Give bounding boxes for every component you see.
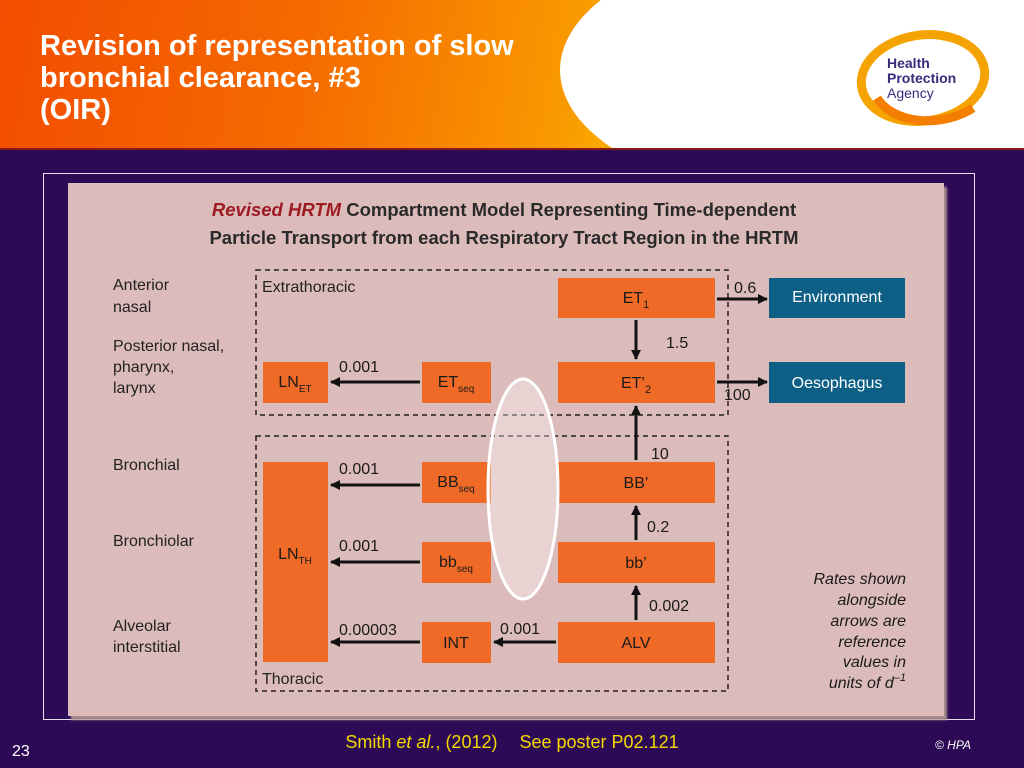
note-line-4: reference — [838, 634, 906, 651]
label-int: INT — [443, 635, 469, 652]
title-line-2: bronchial clearance, #3 — [40, 62, 361, 94]
rate-etseq-to-lnet: 0.001 — [339, 359, 379, 376]
region-label-alveolar-1: Alveolar — [113, 618, 171, 635]
label-lnth: LNTH — [278, 546, 312, 567]
rate-int-to-lnth: 0.00003 — [339, 622, 397, 639]
extrathoracic-region-box — [255, 269, 729, 416]
citation-author: Smith — [345, 732, 392, 752]
logo-word-3: Agency — [887, 85, 934, 101]
rate-bb-small-seq-to-lnth: 0.001 — [339, 538, 379, 555]
label-et2: ET’2 — [621, 375, 651, 396]
region-label-posterior-nasal-1: Posterior nasal, — [113, 338, 224, 355]
region-label-bronchial: Bronchial — [113, 457, 180, 474]
sink-environment — [769, 278, 905, 318]
citation-etal: et al. — [396, 732, 436, 752]
region-label-posterior-nasal-3: larynx — [113, 380, 156, 397]
sink-oesophagus — [769, 362, 905, 403]
note-line-6: units of d–1 — [829, 672, 906, 692]
extrathoracic-label: Extrathoracic — [262, 279, 355, 296]
thoracic-label: Thoracic — [262, 671, 323, 688]
rate-alv-to-bb-small: 0.002 — [649, 598, 689, 615]
rate-bb-to-et2: 10 — [651, 446, 669, 463]
label-environment: Environment — [792, 289, 882, 306]
note-line-2: alongside — [838, 592, 907, 609]
region-label-posterior-nasal-2: pharynx, — [113, 359, 174, 376]
header-white-sweep — [560, 0, 1024, 150]
label-lnet: LNET — [278, 374, 311, 395]
compartment-bb — [558, 462, 715, 503]
rate-alv-to-int: 0.001 — [500, 621, 540, 638]
heading-rest-text: Compartment Model Representing Time-depe… — [341, 199, 796, 220]
title-line-3: (OIR) — [40, 94, 111, 126]
compartment-et2 — [558, 362, 715, 403]
compartment-lnth — [263, 462, 328, 662]
header-divider — [0, 148, 1024, 150]
compartment-bb-small — [558, 542, 715, 583]
copyright: © HPA — [935, 738, 971, 752]
label-bbseq: BBseq — [437, 474, 474, 495]
title-line-1: Revision of representation of slow — [40, 30, 514, 62]
slide-number: 23 — [12, 743, 30, 760]
label-bb: BB’ — [624, 475, 649, 492]
label-oesophagus: Oesophagus — [792, 375, 883, 392]
logo-word-2: Protection — [887, 70, 956, 86]
label-bb-small: bb’ — [625, 555, 646, 572]
slide-title: Revision of representation of slow bronc… — [40, 30, 514, 126]
compartment-et1 — [558, 278, 715, 318]
label-et1: ET1 — [623, 290, 650, 311]
compartment-bb-small-seq — [422, 542, 491, 583]
compartment-etseq — [422, 362, 491, 403]
rate-et2-to-oesophagus: 100 — [724, 387, 751, 404]
diagram-heading-line-2: Particle Transport from each Respiratory… — [209, 227, 798, 248]
citation-poster: See poster P02.121 — [519, 732, 679, 752]
highlight-ellipse — [486, 377, 560, 601]
diagram-panel: Revised HRTM Compartment Model Represent… — [68, 183, 944, 716]
rate-bb-small-to-bb: 0.2 — [647, 519, 669, 536]
citation: Smith et al., (2012) See poster P02.121 — [0, 732, 1024, 753]
label-etseq: ETseq — [438, 374, 475, 395]
compartment-bbseq — [422, 462, 491, 503]
diagram-heading-line-1: Revised HRTM Compartment Model Represent… — [212, 199, 796, 220]
rate-et1-to-et2: 1.5 — [666, 335, 688, 352]
citation-year: , (2012) — [435, 732, 498, 752]
rate-et1-to-environment: 0.6 — [734, 280, 756, 297]
health-protection-agency-logo: Health Protection Agency — [856, 30, 990, 126]
label-bb-small-seq: bbseq — [439, 554, 473, 575]
region-label-bronchiolar: Bronchiolar — [113, 533, 195, 550]
note-line-5: values in — [843, 654, 906, 671]
region-label-anterior-nasal-1: Anterior — [113, 277, 170, 294]
label-alv: ALV — [621, 635, 650, 652]
compartment-lnet — [263, 362, 328, 403]
rate-bbseq-to-lnth: 0.001 — [339, 461, 379, 478]
heading-red-text: Revised HRTM — [212, 199, 342, 220]
logo-word-1: Health — [887, 55, 930, 71]
region-label-anterior-nasal-2: nasal — [113, 299, 151, 316]
note-line-1: Rates shown — [814, 571, 907, 588]
compartment-alv — [558, 622, 715, 663]
note-line-3: arrows are — [830, 613, 906, 630]
diagram-frame — [43, 173, 975, 720]
region-label-alveolar-2: interstitial — [113, 639, 181, 656]
hrtm-compartment-diagram: Revised HRTM Compartment Model Represent… — [113, 199, 907, 692]
slide-header — [0, 0, 1024, 150]
compartment-int — [422, 622, 491, 663]
